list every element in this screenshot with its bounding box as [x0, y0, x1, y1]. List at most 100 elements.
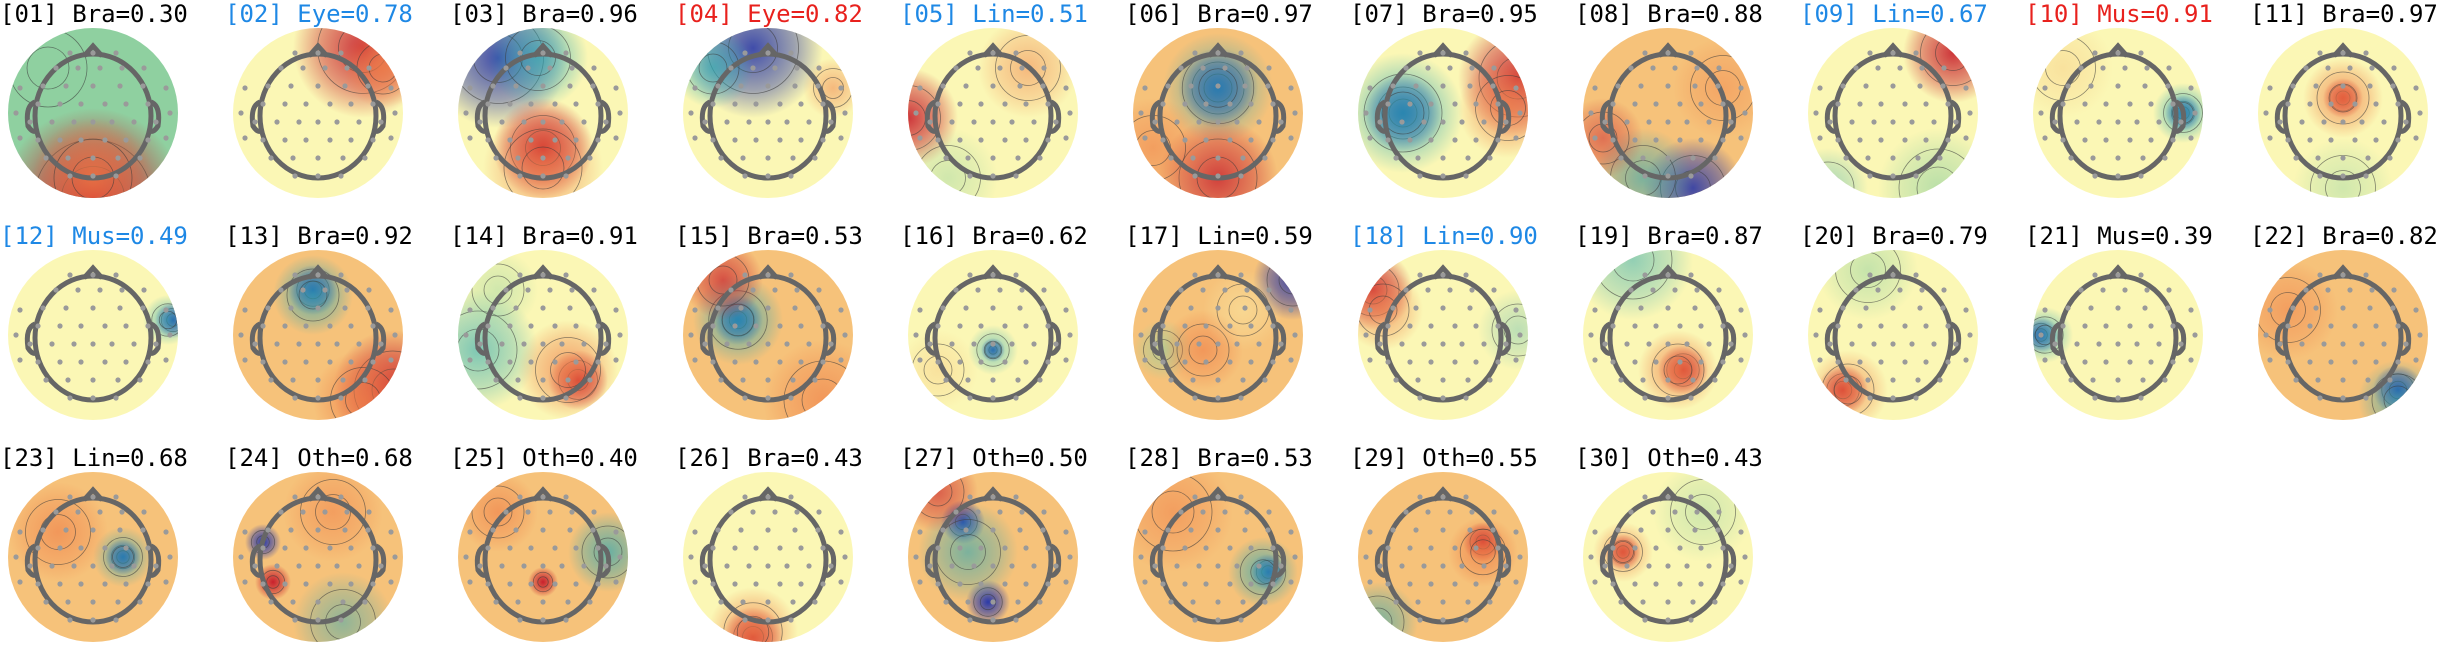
- sensor-dot: [1393, 599, 1399, 605]
- scalp-topomap: [233, 472, 403, 642]
- sensor-dot: [362, 599, 368, 605]
- sensor-dot: [1428, 323, 1434, 329]
- sensor-dot: [57, 545, 63, 551]
- component-label: [19] Bra=0.87: [1575, 222, 1763, 250]
- sensor-dot: [1288, 357, 1294, 363]
- sensor-dot: [957, 545, 963, 551]
- sensor-dot: [2115, 83, 2121, 89]
- sensor-dot: [688, 332, 694, 338]
- sensor-dot: [1495, 545, 1501, 551]
- sensor-dot: [1459, 119, 1465, 125]
- component-label: [05] Lin=0.51: [900, 0, 1088, 28]
- sensor-dot: [388, 307, 394, 313]
- sensor-dot: [1160, 137, 1166, 143]
- sensor-dot: [2290, 83, 2296, 89]
- sensor-dot: [1256, 119, 1262, 125]
- sensor-dot: [1665, 305, 1671, 311]
- sensor-dot: [1227, 545, 1233, 551]
- sensor-dot: [507, 545, 513, 551]
- sensor-dot: [552, 101, 558, 107]
- sensor-dot: [753, 101, 759, 107]
- sensor-dot: [123, 137, 129, 143]
- sensor-dot: [378, 563, 384, 569]
- sensor-dot: [1174, 341, 1180, 347]
- sensor-dot: [131, 341, 137, 347]
- sensor-dot: [1963, 85, 1969, 91]
- sensor-dot: [591, 65, 597, 71]
- sensor-dot: [78, 581, 84, 587]
- sensor-dot: [137, 155, 143, 161]
- sensor-dot: [1045, 581, 1051, 587]
- sensor-dot: [1638, 527, 1644, 533]
- sensor-dot: [1037, 377, 1043, 383]
- sensor-dot: [338, 173, 344, 179]
- left-ear: [249, 321, 264, 356]
- sensor-dot: [816, 509, 822, 515]
- sensor-dot: [292, 173, 298, 179]
- sensor-dot: [1817, 135, 1823, 141]
- sensor-dot: [1399, 563, 1405, 569]
- sensor-dot: [975, 287, 981, 293]
- sensor-dot: [1491, 287, 1497, 293]
- sensor-dot: [1618, 377, 1624, 383]
- sensor-dot: [1473, 581, 1479, 587]
- sensor-dot: [595, 359, 601, 365]
- sensor-dot: [1698, 137, 1704, 143]
- right-ear: [1722, 543, 1737, 578]
- sensor-dot: [1602, 563, 1608, 569]
- right-ear: [1497, 543, 1512, 578]
- sensor-dot: [493, 599, 499, 605]
- sensor-dot: [2170, 359, 2176, 365]
- nose-marker: [1882, 42, 1904, 58]
- sensor-dot: [1677, 323, 1683, 329]
- sensor-dot: [2340, 377, 2346, 383]
- sensor-dot: [1919, 287, 1925, 293]
- sensor-dot: [1650, 509, 1656, 515]
- sensor-dot: [1440, 83, 1446, 89]
- sensor-dot: [746, 119, 752, 125]
- sensor-dot: [365, 83, 371, 89]
- sensor-dot: [2092, 173, 2098, 179]
- sensor-dot: [1945, 323, 1951, 329]
- sensor-dot: [1716, 65, 1722, 71]
- sensor-dot: [917, 357, 923, 363]
- sensor-dot: [1240, 599, 1246, 605]
- sensor-dot: [2127, 359, 2133, 365]
- right-ear: [372, 543, 387, 578]
- sensor-dot: [65, 599, 71, 605]
- sensor-dot: [1459, 563, 1465, 569]
- sensor-dot: [820, 359, 826, 365]
- sensor-dot: [2144, 65, 2150, 71]
- sensor-dot: [2138, 173, 2144, 179]
- sensor-dot: [1840, 305, 1846, 311]
- sensor-dot: [1215, 395, 1221, 401]
- sensor-dot: [1853, 65, 1859, 71]
- sensor-dot: [1440, 119, 1446, 125]
- scalp-topomap: [908, 250, 1078, 420]
- sensor-dot: [282, 359, 288, 365]
- sensor-dot: [2352, 323, 2358, 329]
- sensor-dot: [290, 155, 296, 161]
- sensor-dot: [806, 341, 812, 347]
- sensor-dot: [27, 119, 33, 125]
- sensor-dot: [953, 287, 959, 293]
- nose-marker: [307, 42, 329, 58]
- sensor-dot: [327, 581, 333, 587]
- sensor-dot: [35, 101, 41, 107]
- right-ear: [597, 99, 612, 134]
- sensor-dot: [990, 50, 996, 56]
- sensor-dot: [71, 341, 77, 347]
- sensor-dot: [1013, 494, 1019, 500]
- sensor-dot: [268, 377, 274, 383]
- sensor-dot: [1618, 599, 1624, 605]
- sensor-dot: [943, 599, 949, 605]
- sensor-dot: [1728, 341, 1734, 347]
- sensor-dot: [1632, 581, 1638, 587]
- sensor-dot: [1013, 272, 1019, 278]
- sensor-dot: [1677, 137, 1683, 143]
- sensor-dot: [1738, 307, 1744, 313]
- sensor-dot: [1447, 287, 1453, 293]
- sensor-dot: [2092, 272, 2098, 278]
- sensor-dot: [1152, 119, 1158, 125]
- sensor-dot: [742, 173, 748, 179]
